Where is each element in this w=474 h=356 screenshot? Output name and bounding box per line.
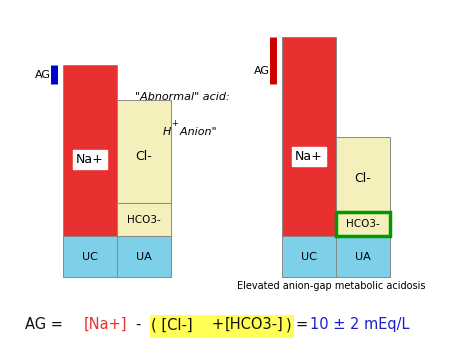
Text: AG =: AG = [25, 317, 67, 332]
Text: AG: AG [35, 70, 51, 80]
Bar [336, 137, 390, 211]
Text: [HCO3-]: [HCO3-] [225, 317, 284, 332]
Bar [117, 100, 171, 203]
Text: Anion": Anion" [173, 127, 217, 137]
Text: 10 ± 2 mEq/L: 10 ± 2 mEq/L [310, 317, 410, 332]
Text: Cl-: Cl- [136, 150, 152, 163]
Text: HCO3-: HCO3- [346, 219, 380, 229]
Bar [63, 65, 117, 236]
Bar [63, 236, 117, 277]
Text: =: = [296, 317, 308, 332]
Bar [336, 211, 390, 236]
Text: Na+: Na+ [76, 153, 104, 166]
Bar [150, 315, 293, 338]
Text: HCO3-: HCO3- [127, 215, 161, 225]
Bar [336, 236, 390, 277]
Text: +: + [211, 317, 223, 332]
Bar [282, 236, 336, 277]
Bar [282, 37, 336, 236]
Text: UA: UA [355, 252, 371, 262]
Text: UC: UC [82, 252, 98, 262]
Text: ( [Cl-]: ( [Cl-] [151, 317, 193, 332]
Text: [Na+]: [Na+] [84, 317, 128, 332]
Text: H: H [163, 127, 171, 137]
Text: Elevated anion-gap metabolic acidosis: Elevated anion-gap metabolic acidosis [237, 281, 426, 291]
Text: UC: UC [301, 252, 317, 262]
Bar [117, 203, 171, 236]
Text: Cl-: Cl- [355, 172, 372, 185]
Bar [117, 236, 171, 277]
Text: Na+: Na+ [295, 150, 323, 163]
Text: AG: AG [254, 66, 270, 76]
Text: UA: UA [136, 252, 152, 262]
Text: +: + [171, 119, 178, 128]
Text: ): ) [285, 317, 291, 332]
Text: -: - [136, 317, 141, 332]
Text: "Abnormal" acid:: "Abnormal" acid: [136, 92, 230, 102]
